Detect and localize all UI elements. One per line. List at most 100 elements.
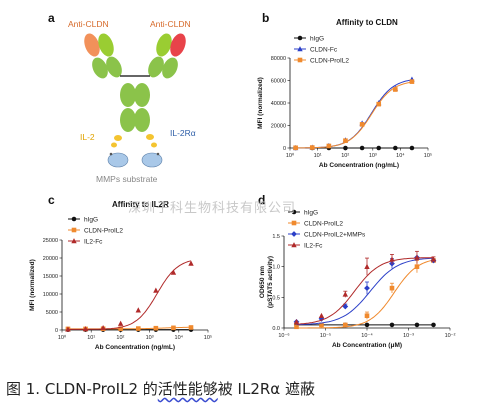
y-tick-label: 10000 <box>43 292 58 298</box>
data-point <box>414 264 420 269</box>
data-point <box>342 291 349 297</box>
panel-a-diagram: a Anti-CLDN Anti-CLDN IL-2 IL-2Rα MMPs s… <box>48 11 196 184</box>
chart-title: Affinity to IL2R <box>112 200 169 209</box>
legend-entry: hIgG <box>84 216 98 223</box>
caption-suffix: 被 IL2Rα 遮蔽 <box>217 380 315 398</box>
data-point <box>389 256 395 262</box>
y-tick-label: 1.0 <box>272 265 280 271</box>
y-tick-label: 5000 <box>46 310 58 316</box>
y-tick-label: 25000 <box>43 238 58 244</box>
panel-d-letter: d <box>258 193 265 207</box>
x-tick-label: 10⁵ <box>424 152 432 159</box>
data-point <box>389 322 395 328</box>
fc-domain <box>120 83 150 132</box>
panel-c-letter: c <box>48 193 55 207</box>
data-point <box>376 145 382 151</box>
y-axis-label: OD650 nm(pSTAT5 activity) <box>259 256 274 308</box>
data-point <box>293 145 298 151</box>
legend-entry: CLDN-ProIL2 <box>310 57 349 64</box>
x-tick-label: 10⁻⁵ <box>320 332 331 339</box>
legend-entry: hIgG <box>310 35 324 42</box>
label-mmps-substrate: MMPs substrate <box>96 174 158 184</box>
series-curve-il2-fc <box>68 260 192 330</box>
legend-entry: CLDN-Fc <box>310 46 338 53</box>
x-tick-label: 10³ <box>369 153 377 159</box>
data-point <box>409 145 415 151</box>
panel-b-chart: b Affinity to CLDN 10⁰ 10¹ 10² 10³ 10⁴ 10⁵ 0 20… <box>257 11 432 169</box>
x-tick-label: 10⁻⁶ <box>278 332 289 339</box>
data-point <box>188 325 194 330</box>
data-point <box>364 322 370 328</box>
x-axis-label: Ab Concentration (ng/mL) <box>319 162 399 169</box>
x-tick-label: 10⁰ <box>58 334 67 341</box>
il2ra-domain <box>107 152 163 168</box>
y-tick-label: 0 <box>55 328 58 334</box>
panel-d-chart: d 10⁻⁶ 10⁻⁵ 10⁻⁴ 10⁻³ 10⁻² 0.0 0.5 1.0 1.5 Ab Con… <box>258 193 456 349</box>
x-tick-label: 10⁵ <box>204 334 212 341</box>
data-point <box>100 324 106 331</box>
legend-marker <box>71 238 77 244</box>
legend-marker <box>291 242 297 248</box>
data-point <box>431 322 436 328</box>
right-fab-arm <box>148 33 186 79</box>
data-point <box>343 145 348 151</box>
y-tick-label: 0.5 <box>272 295 280 301</box>
x-tick-label: 10² <box>116 335 124 341</box>
il2-moiety <box>111 134 157 148</box>
legend-marker <box>291 209 297 215</box>
data-point <box>393 145 398 151</box>
y-tick-label: 20000 <box>43 256 58 262</box>
data-point <box>430 256 437 262</box>
legend-entry: hIgG <box>304 209 318 216</box>
data-point <box>364 263 370 269</box>
caption-underlined: 活性能够 <box>157 380 218 398</box>
legend-marker <box>291 220 297 226</box>
x-tick-label: 10⁴ <box>175 334 184 341</box>
x-tick-label: 10⁴ <box>396 152 405 159</box>
y-tick-label: 0 <box>283 146 286 152</box>
legend-marker <box>297 57 303 63</box>
series-curve-il2-fc <box>296 257 434 325</box>
data-point <box>293 318 300 325</box>
x-tick-label: 10⁻³ <box>403 333 414 339</box>
legend-marker <box>297 35 303 41</box>
legend-marker <box>71 227 77 233</box>
data-point <box>343 138 348 143</box>
label-il2ra: IL-2Rα <box>170 128 196 138</box>
legend-entry: IL2-Fc <box>304 242 323 249</box>
series-curve-cldn-proil2 <box>295 81 412 149</box>
x-tick-label: 10³ <box>146 335 154 341</box>
data-point <box>82 326 89 332</box>
data-point <box>135 307 141 313</box>
label-anti-cldn-left: Anti-CLDN <box>68 19 109 29</box>
data-point <box>414 254 420 260</box>
data-point <box>359 145 365 151</box>
data-point <box>65 326 71 332</box>
legend-entry: IL2-Fc <box>84 238 103 245</box>
series-curve-cldn-proil2 <box>296 259 434 329</box>
data-point <box>376 101 382 107</box>
x-tick-label: 10¹ <box>314 153 322 159</box>
data-point <box>364 313 370 319</box>
x-tick-label: 10⁻⁴ <box>361 332 373 339</box>
panel-c-chart: c Affinity to IL2R 10⁰ 10¹ 10² 10³ 10⁴ 10⁵ 0 50… <box>29 193 212 351</box>
x-tick-label: 10² <box>341 153 349 159</box>
y-axis-label: MFI (normalized) <box>257 77 264 129</box>
y-tick-label: 15000 <box>43 274 58 280</box>
x-axis-label: Ab Concentration (μM) <box>332 342 402 349</box>
legend-marker <box>291 231 297 237</box>
data-point <box>414 322 420 328</box>
panel-a-letter: a <box>48 11 55 25</box>
data-point <box>117 320 124 326</box>
left-fab-arm <box>84 33 122 79</box>
data-point <box>409 79 415 84</box>
x-tick-label: 10⁻² <box>445 333 456 339</box>
x-tick-label: 10¹ <box>87 335 95 341</box>
data-point <box>153 325 159 331</box>
data-point <box>294 324 299 330</box>
data-point <box>318 312 325 319</box>
data-point <box>170 269 177 275</box>
label-anti-cldn-right: Anti-CLDN <box>150 19 191 29</box>
y-tick-label: 20000 <box>271 124 286 130</box>
data-point <box>309 145 315 150</box>
